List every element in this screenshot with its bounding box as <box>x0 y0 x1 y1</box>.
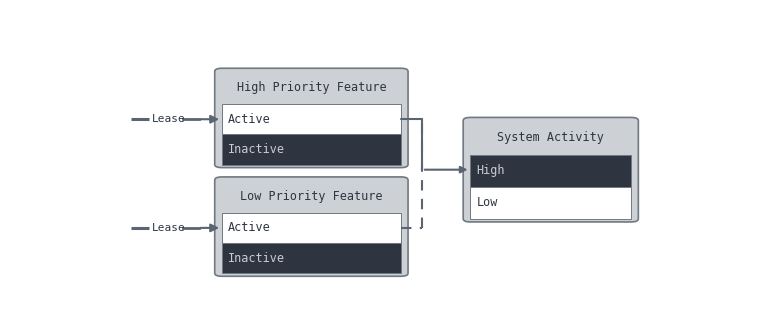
Bar <box>471 187 631 219</box>
Text: Low Priority Feature: Low Priority Feature <box>240 190 382 203</box>
Text: Low: Low <box>476 196 498 209</box>
FancyBboxPatch shape <box>215 68 408 168</box>
Text: Lease: Lease <box>152 223 186 233</box>
Bar <box>471 155 631 187</box>
Text: System Activity: System Activity <box>497 131 604 144</box>
Text: Inactive: Inactive <box>228 252 285 264</box>
Text: Lease: Lease <box>152 114 186 124</box>
Bar <box>222 213 401 243</box>
FancyBboxPatch shape <box>463 117 638 222</box>
Text: High: High <box>476 164 505 177</box>
Text: High Priority Feature: High Priority Feature <box>237 81 386 94</box>
Bar <box>222 104 401 134</box>
Bar <box>222 134 401 165</box>
Text: Active: Active <box>228 221 271 234</box>
Text: Active: Active <box>228 113 271 126</box>
FancyBboxPatch shape <box>215 177 408 276</box>
Bar <box>222 243 401 273</box>
Text: Inactive: Inactive <box>228 143 285 156</box>
